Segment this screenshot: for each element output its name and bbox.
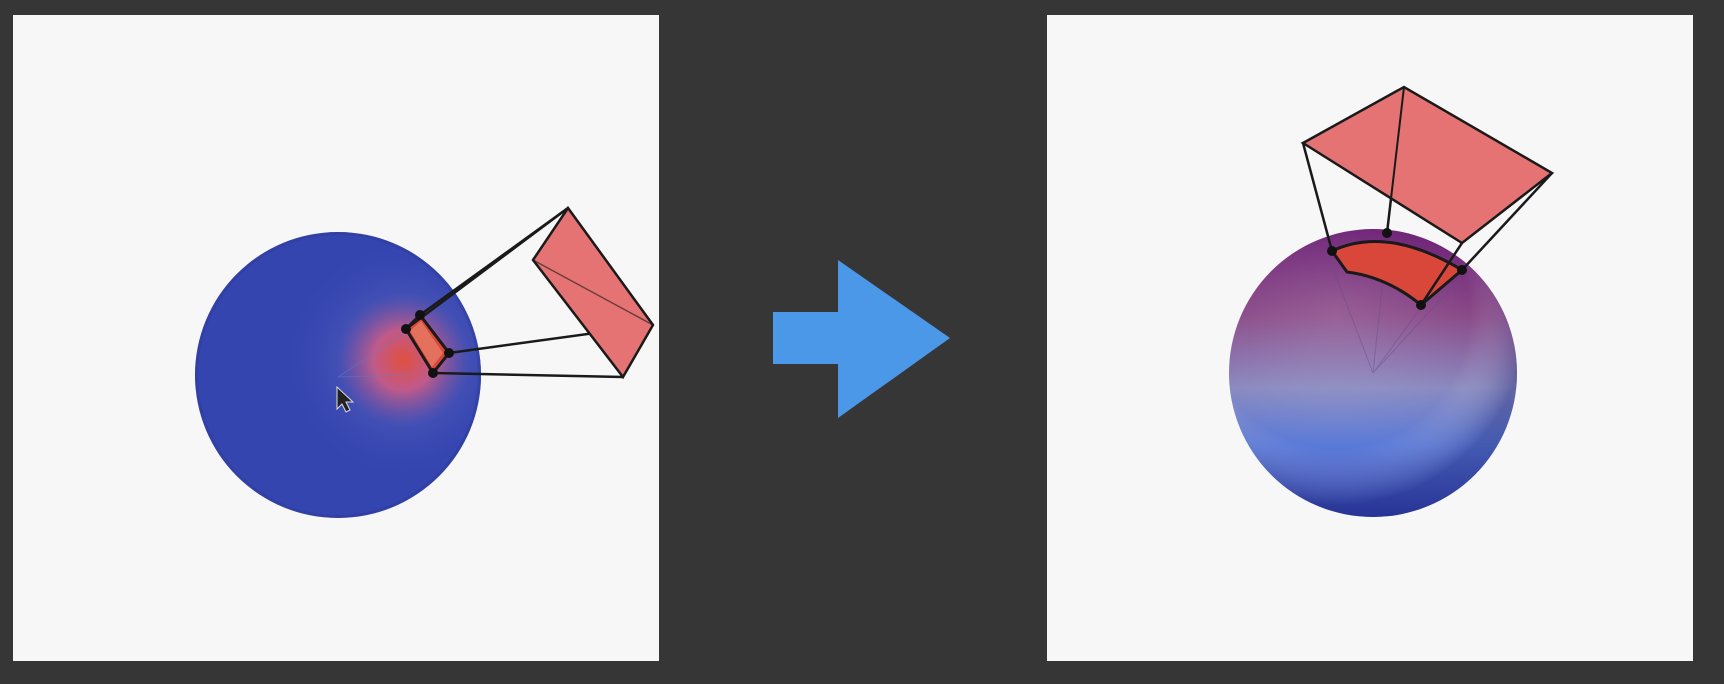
transition-arrow-icon xyxy=(773,260,950,418)
frustum-face xyxy=(1300,85,1555,245)
patch-vertices xyxy=(401,310,454,378)
before-panel xyxy=(13,15,659,661)
patch-vertices xyxy=(1327,228,1467,310)
after-scene xyxy=(1229,85,1555,517)
sphere-glow xyxy=(273,232,481,490)
before-scene xyxy=(195,205,655,518)
after-panel xyxy=(1047,15,1693,661)
cursor-icon xyxy=(336,385,355,413)
